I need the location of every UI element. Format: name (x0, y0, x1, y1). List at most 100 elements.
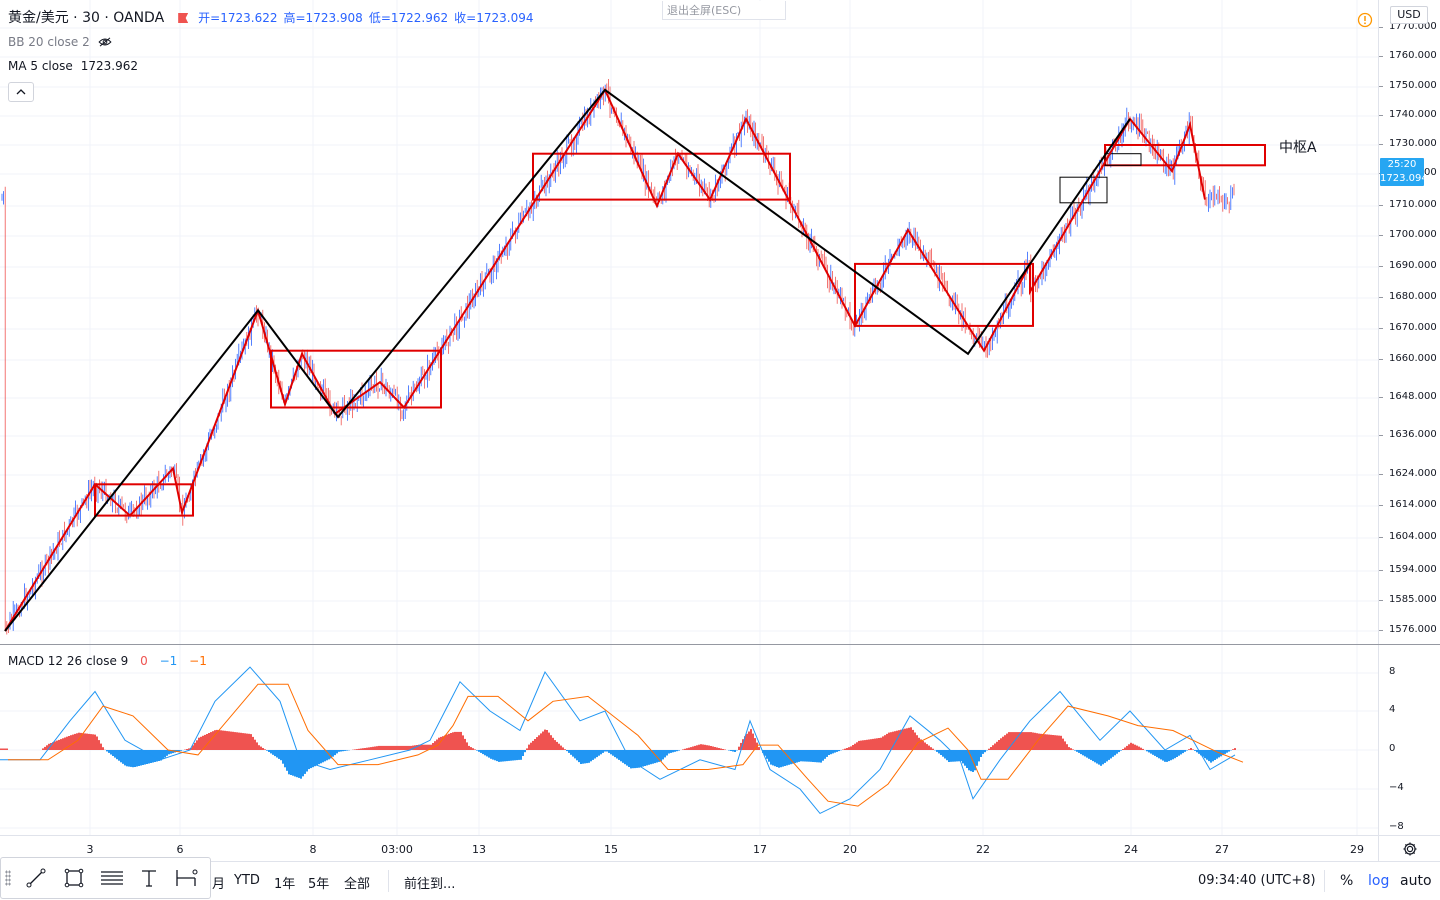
histogram-bar (1108, 750, 1110, 760)
histogram-bar (1078, 750, 1080, 753)
symbol-title[interactable]: 黄金/美元 · 30 · OANDA (8, 10, 165, 26)
histogram-bar (1042, 734, 1044, 750)
histogram-bar (336, 750, 338, 754)
histogram-bar (598, 750, 600, 756)
macd-chart[interactable] (0, 645, 1378, 835)
histogram-bar (1096, 750, 1098, 764)
eye-off-icon[interactable] (98, 37, 112, 47)
exit-fullscreen-hint[interactable]: 退出全屏(ESC) (662, 1, 786, 20)
clock-timezone[interactable]: 09:34:40 (UTC+8) (1198, 873, 1316, 888)
auto-scale-button[interactable]: auto (1400, 873, 1432, 889)
histogram-bar (610, 750, 612, 755)
histogram-bar (172, 750, 174, 754)
histogram-bar (996, 741, 998, 750)
histogram-bar (444, 735, 446, 750)
trend-line-button[interactable] (21, 863, 51, 893)
log-scale-button[interactable]: log (1368, 873, 1390, 889)
histogram-bar (706, 745, 708, 750)
histogram-bar (48, 743, 50, 750)
price-scale[interactable]: 1770.000 1760.000 1750.000 1740.000 1730.000… (1378, 0, 1440, 644)
pane-divider[interactable] (0, 644, 1440, 645)
drag-handle[interactable] (5, 870, 11, 886)
range-month-button[interactable]: 月 (212, 877, 226, 892)
histogram-bar (278, 750, 280, 759)
histogram-bar (1208, 750, 1210, 762)
histogram-bar (708, 745, 710, 750)
histogram-bar (1094, 750, 1096, 763)
text-tool-button[interactable] (134, 863, 164, 893)
macd-legend[interactable]: MACD 12 26 close 9 0 −1 −1 (8, 654, 207, 668)
ma-legend-row[interactable]: MA 5 close 1723.962 (8, 54, 539, 78)
histogram-bar (58, 739, 60, 750)
currency-label[interactable]: USD (1390, 6, 1428, 24)
histogram-bar (858, 740, 860, 750)
histogram-bar (556, 741, 558, 750)
histogram-bar (794, 750, 796, 764)
histogram-bar (56, 740, 58, 750)
histogram-bar (968, 750, 970, 771)
macd-pane[interactable]: MACD 12 26 close 9 0 −1 −1 (0, 645, 1378, 835)
flag-icon[interactable] (178, 13, 189, 23)
bb-legend-row[interactable]: BB 20 close 2 (8, 30, 539, 54)
measure-button[interactable] (172, 863, 202, 893)
histogram-bar (260, 746, 262, 750)
histogram-bar (982, 750, 984, 754)
histogram-bar (720, 748, 722, 750)
time-axis[interactable]: 3 6 8 03:00 13 15 17 20 22 24 27 29 (0, 835, 1378, 862)
histogram-bar (412, 745, 414, 750)
range-all-button[interactable]: 全部 (344, 877, 371, 892)
histogram-bar (270, 750, 272, 754)
histogram-bar (744, 736, 746, 750)
range-1y-button[interactable]: 1年 (274, 877, 296, 892)
histogram-bar (520, 750, 522, 760)
histogram-bar (620, 750, 622, 762)
macd-scale[interactable]: 8 4 0 −4 −8 (1378, 645, 1440, 835)
collapse-legend-button[interactable] (8, 82, 34, 102)
histogram-bar (696, 745, 698, 750)
chart-settings-button[interactable] (1378, 835, 1440, 861)
histogram-bar (0, 748, 2, 750)
histogram-bar (724, 749, 726, 750)
histogram-bar (236, 732, 238, 750)
ma-label: MA 5 close (8, 59, 73, 73)
histogram-bar (400, 745, 402, 750)
range-ytd-button[interactable]: YTD (234, 873, 260, 888)
histogram-bar (1138, 746, 1140, 750)
histogram-bar (626, 750, 628, 766)
last-price-label: 1723.094 (1380, 173, 1428, 184)
histogram-bar (712, 746, 714, 750)
histogram-bar (1104, 750, 1106, 763)
histogram-bar (196, 740, 198, 751)
main-chart-pane[interactable]: 中枢A 黄金/美元 · 30 · OANDA 开=1723.622 高=1723… (0, 0, 1378, 644)
histogram-bar (364, 748, 366, 750)
histogram-bar (160, 750, 162, 761)
histogram-bar (1106, 750, 1108, 762)
histogram-bar (1006, 733, 1008, 750)
histogram-bar (148, 750, 150, 764)
price-chart[interactable]: 中枢A (0, 0, 1378, 644)
histogram-bar (950, 750, 952, 762)
fib-button[interactable] (97, 863, 127, 893)
histogram-bar (842, 749, 844, 750)
alert-icon[interactable] (1357, 12, 1373, 28)
histogram-bar (102, 747, 104, 750)
histogram-bar (1092, 750, 1094, 762)
price-tick-label: 1585.000 (1379, 594, 1437, 605)
histogram-bar (942, 750, 944, 757)
range-5y-button[interactable]: 5年 (308, 877, 330, 892)
histogram-bar (806, 750, 808, 762)
histogram-bar (472, 748, 474, 750)
price-tick-label: 1740.000 (1379, 109, 1437, 120)
goto-date-button[interactable]: 前往到... (404, 877, 456, 892)
histogram-bar (378, 745, 380, 750)
histogram-bar (116, 750, 118, 760)
histogram-bar (804, 750, 806, 762)
histogram-bar (418, 744, 420, 750)
histogram-bar (380, 745, 382, 750)
histogram-bar (258, 745, 260, 750)
rectangle-button[interactable] (59, 863, 89, 893)
percent-scale-button[interactable]: % (1340, 873, 1354, 889)
histogram-bar (52, 742, 54, 750)
histogram-bar (518, 750, 520, 760)
histogram-bar (622, 750, 624, 763)
